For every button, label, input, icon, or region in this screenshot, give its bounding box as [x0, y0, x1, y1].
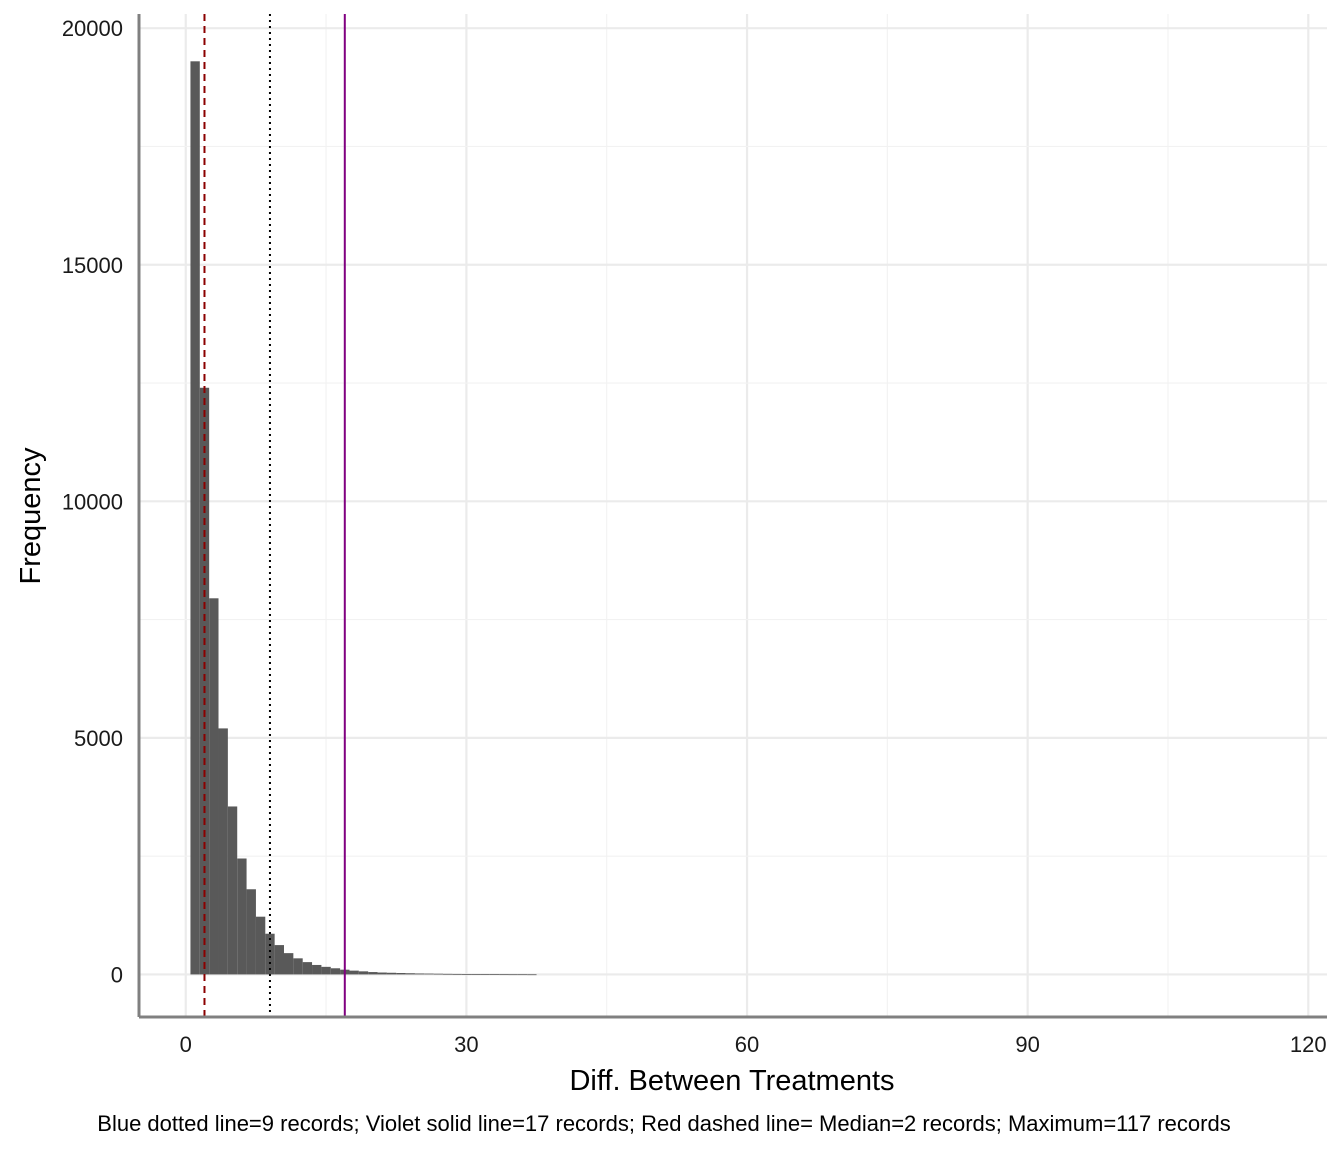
y-axis-title: Frequency [15, 447, 47, 585]
histogram-bar [452, 973, 462, 975]
histogram-bar [349, 970, 359, 975]
histogram-bar [302, 962, 313, 975]
histogram-bar [386, 972, 397, 975]
histogram-bar [489, 974, 500, 975]
histogram-bar [461, 973, 472, 975]
histogram-bar [424, 973, 434, 975]
histogram-bar [199, 387, 210, 975]
histogram-bar [517, 974, 528, 976]
y-tick-label: 15000 [62, 253, 123, 278]
y-tick-label: 0 [111, 962, 123, 987]
chart-caption: Blue dotted line=9 records; Violet solid… [97, 1111, 1230, 1136]
histogram-bar [368, 972, 378, 975]
histogram-bar [414, 973, 425, 975]
y-tick-label: 10000 [62, 489, 123, 514]
histogram-bar [237, 858, 247, 975]
x-tick-labels: 0 30 60 90 120 [180, 1032, 1327, 1057]
histogram-bar [265, 933, 275, 975]
x-axis-title: Diff. Between Treatments [569, 1065, 894, 1097]
histogram-bar [480, 974, 490, 975]
y-tick-labels: 0 5000 10000 15000 20000 [62, 16, 123, 987]
grid-lines [139, 14, 1327, 1017]
histogram-bar [396, 973, 406, 975]
histogram-bar [218, 728, 228, 975]
histogram-bar [255, 916, 266, 975]
y-tick-label: 20000 [62, 16, 123, 41]
histogram-bar [433, 973, 444, 975]
histogram-bar [209, 598, 219, 975]
histogram-bar [190, 61, 200, 975]
histogram-bar [443, 973, 453, 975]
histogram-bar [283, 953, 294, 975]
histogram-bar [508, 974, 518, 976]
histogram-bar [246, 889, 256, 975]
y-tick-label: 5000 [74, 726, 123, 751]
x-tick-label: 60 [735, 1032, 759, 1057]
x-tick-label: 0 [180, 1032, 192, 1057]
reference-lines [203, 14, 346, 1017]
histogram-bar [330, 968, 341, 975]
histogram-bar [358, 971, 369, 975]
histogram-bar [471, 974, 481, 975]
histogram-bar [321, 966, 331, 975]
histogram-bar [312, 964, 322, 975]
histogram-bar [227, 806, 238, 975]
histogram-bar [527, 974, 537, 976]
histogram-bar [377, 972, 387, 975]
axes [137, 14, 1327, 1019]
histogram-bar [499, 974, 509, 976]
x-tick-label: 120 [1290, 1032, 1327, 1057]
histogram-bar [274, 945, 284, 975]
histogram-bar [293, 958, 303, 975]
x-tick-label: 30 [454, 1032, 478, 1057]
histogram-bars [190, 61, 537, 976]
histogram-bar [405, 973, 415, 975]
x-tick-label: 90 [1015, 1032, 1039, 1057]
